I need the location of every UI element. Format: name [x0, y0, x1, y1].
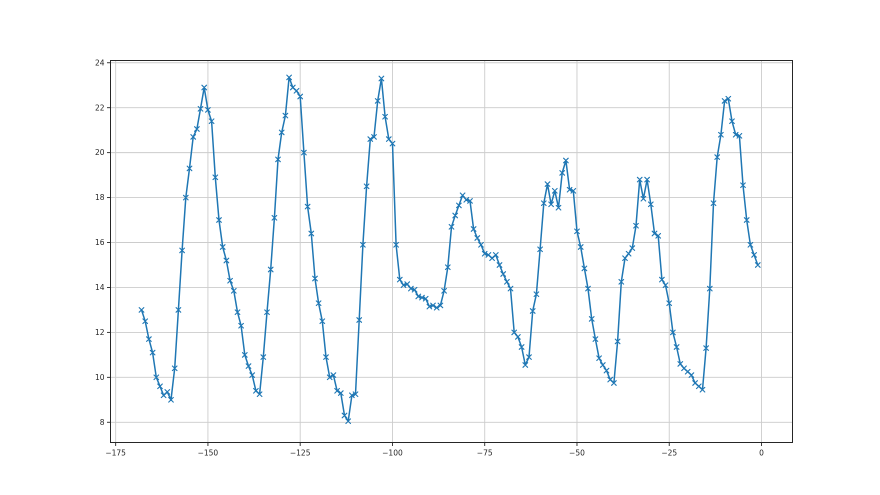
y-tick-label: 24	[95, 58, 105, 67]
grid-lines	[110, 60, 793, 443]
y-tick-label: 20	[95, 148, 105, 157]
x-tick-label: −150	[198, 449, 219, 458]
axes-spines	[110, 60, 793, 443]
x-tick-label: −25	[661, 449, 677, 458]
y-tick-label: 16	[95, 238, 105, 247]
x-tick-label: −75	[477, 449, 493, 458]
data-point-markers	[138, 74, 761, 425]
y-tick-label: 12	[95, 328, 105, 337]
x-tick-label: 0	[759, 449, 764, 458]
y-tick-label: 22	[95, 103, 105, 112]
y-tick-label: 10	[95, 373, 105, 382]
x-tick-label: −50	[569, 449, 585, 458]
x-tick-label: −100	[382, 449, 403, 458]
y-tick-label: 18	[95, 193, 105, 202]
y-tick-label: 8	[100, 418, 105, 427]
data-series	[138, 74, 761, 425]
y-tick-label: 14	[95, 283, 105, 292]
x-tick-label: −125	[290, 449, 311, 458]
x-tick-label: −175	[105, 449, 126, 458]
x-axis: −175 −150 −125 −100 −75 −50 −25 0	[105, 442, 764, 458]
y-axis: 8 10 12 14 16 18 20 22 24	[95, 58, 111, 427]
